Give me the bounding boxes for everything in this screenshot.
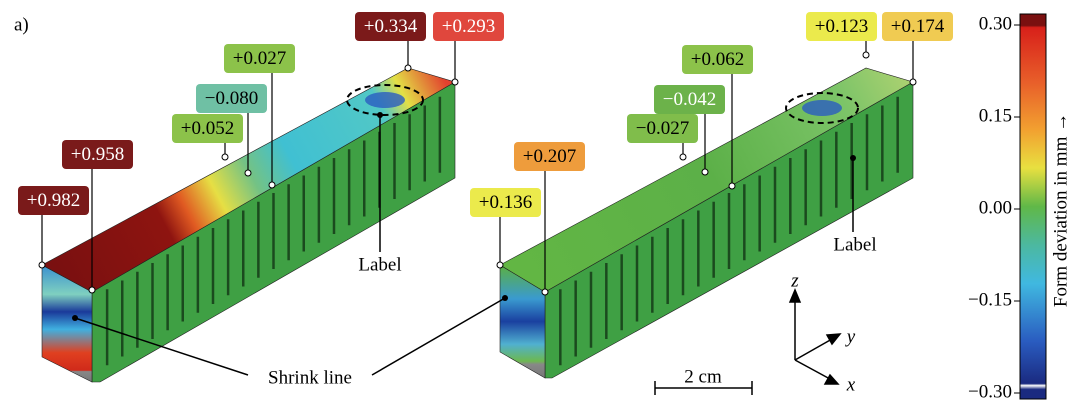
label-callout: Label [358, 254, 401, 275]
value-label: +0.334 [364, 16, 418, 37]
colorbar-tick-label: −0.15 [968, 289, 1012, 310]
point [72, 315, 78, 321]
point [245, 170, 251, 176]
label-callout: Label [833, 234, 876, 255]
figure: a) b) Label Label Shrink line 2 cm z y x… [0, 0, 1078, 403]
point [680, 154, 686, 160]
value-label: +0.123 [815, 16, 868, 37]
value-label: +0.293 [442, 16, 495, 37]
axis-label: y [845, 326, 856, 347]
axis-label: x [846, 374, 856, 395]
value-label: +0.958 [71, 144, 124, 165]
point [502, 295, 508, 301]
point [377, 112, 383, 118]
value-label: +0.027 [233, 48, 286, 69]
value-label: +0.174 [891, 16, 945, 37]
colorbar-title: Form deviation in mm → [1050, 113, 1071, 307]
value-label: −0.027 [636, 118, 689, 139]
point [269, 182, 275, 188]
point [222, 154, 228, 160]
axis-label: z [790, 270, 799, 291]
point [452, 79, 458, 85]
value-label: −0.042 [663, 89, 716, 110]
colorbar [1020, 14, 1046, 399]
value-label: +0.052 [181, 118, 234, 139]
value-label: −0.080 [205, 88, 258, 109]
point [405, 65, 411, 71]
point [850, 155, 856, 161]
colorbar-tick-label: 0.30 [979, 13, 1012, 34]
value-label: +0.136 [479, 192, 532, 213]
panel-letter: a) [14, 14, 29, 35]
colorbar-tick-label: 0.00 [979, 197, 1012, 218]
value-label: +0.207 [523, 146, 576, 167]
leader [372, 298, 505, 375]
point [497, 262, 503, 268]
point [39, 262, 45, 268]
point [910, 79, 916, 85]
value-label: +0.062 [691, 49, 744, 70]
point [542, 289, 548, 295]
point [89, 287, 95, 293]
point [863, 52, 869, 58]
scale-bar-label: 2 cm [684, 366, 722, 387]
shrink-line-callout: Shrink line [268, 367, 352, 388]
axes-triad [790, 290, 840, 384]
colorbar-tick-label: 0.15 [979, 105, 1012, 126]
colorbar-tick-label: −0.30 [968, 381, 1012, 402]
point [702, 169, 708, 175]
point [729, 183, 735, 189]
value-label: +0.982 [27, 190, 80, 211]
